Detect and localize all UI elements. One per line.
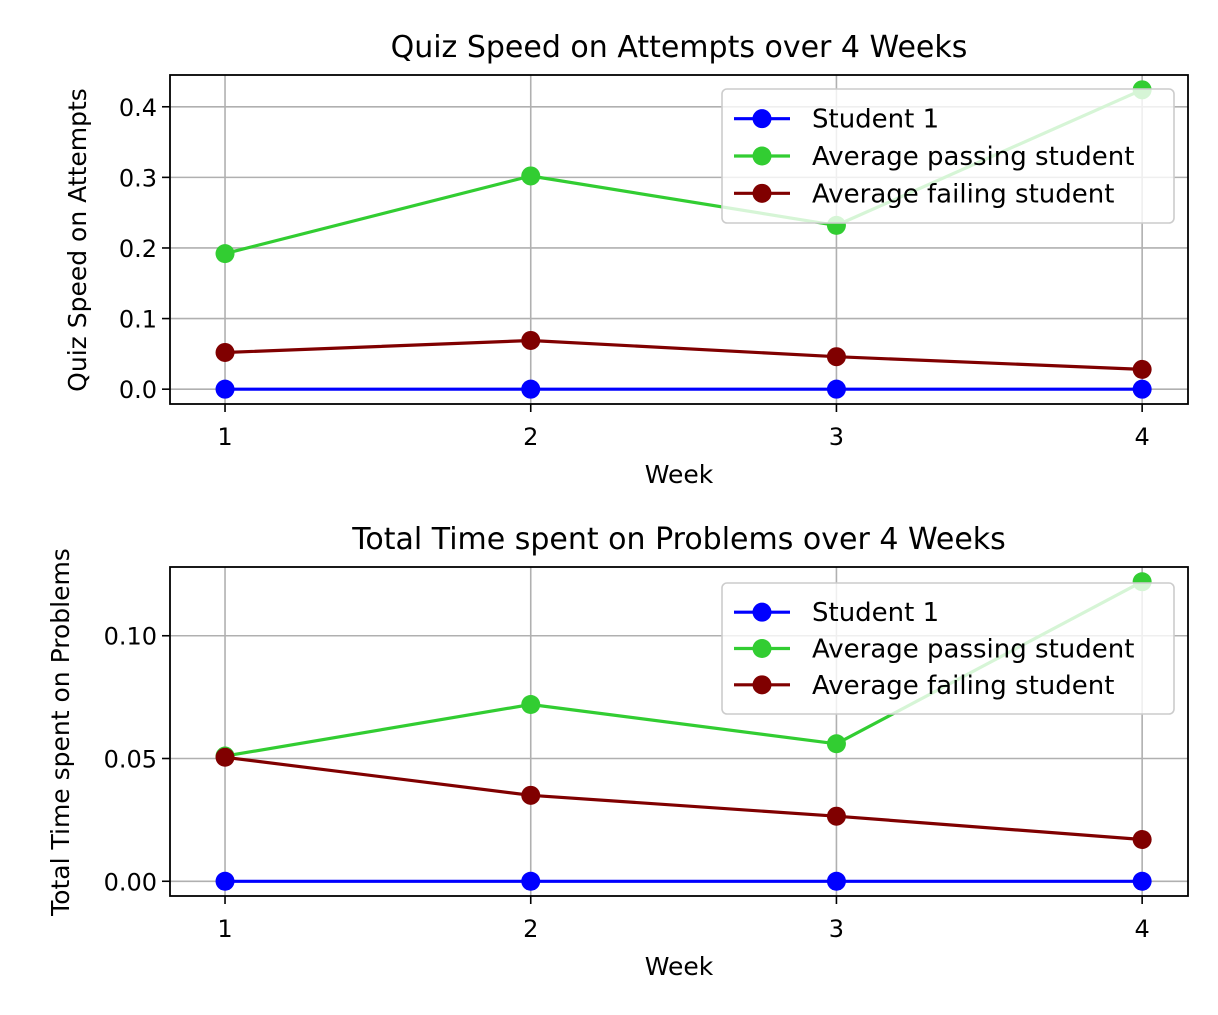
x-tick-label: 2: [523, 915, 538, 943]
x-tick-label: 2: [523, 423, 538, 451]
legend: Student 1 Average passing student Average …: [721, 582, 1175, 715]
legend-label: Student 1: [812, 598, 939, 628]
data-point: [521, 694, 541, 714]
legend-label: Average passing student: [812, 635, 1134, 665]
legend: Student 1 Average passing student Average …: [721, 88, 1175, 224]
y-tick-label: 0.10: [104, 623, 157, 651]
plot-frame: [169, 74, 1189, 405]
y-tick-label: 0.05: [104, 746, 157, 774]
legend-label: Student 1: [812, 105, 939, 135]
plot-frame: [169, 566, 1189, 897]
data-point: [521, 785, 541, 805]
legend-label: Average passing student: [812, 142, 1134, 172]
chart-2: 1 2 3 4 0.00 0.05 0.10 Student 1 Average passing…: [46, 522, 1189, 981]
data-point: [1132, 871, 1152, 891]
data-point: [215, 747, 235, 767]
y-tick-label: 0.2: [119, 235, 157, 263]
data-point: [521, 871, 541, 891]
data-point: [521, 166, 541, 186]
series-line: [224, 338, 1143, 371]
x-tick-label: 4: [1135, 423, 1150, 451]
y-tick-label: 0.0: [119, 376, 157, 404]
data-point: [826, 806, 846, 826]
data-point: [826, 347, 846, 367]
x-tick-label: 1: [217, 915, 232, 943]
legend-marker: [752, 602, 772, 622]
y-tick-label: 0.00: [104, 868, 157, 896]
x-axis-label: Week: [645, 952, 714, 981]
y-axis-label: Total Time spent on Problems: [46, 548, 75, 917]
legend-marker: [752, 109, 772, 129]
data-point: [826, 871, 846, 891]
y-tick-label: 0.1: [119, 306, 157, 334]
x-tick-label: 3: [829, 423, 844, 451]
legend-marker: [752, 639, 772, 658]
data-point: [521, 330, 541, 350]
y-tick-label: 0.3: [119, 164, 157, 192]
legend-marker: [752, 675, 772, 695]
x-tick-label: 3: [829, 915, 844, 943]
chart-title: Total Time spent on Problems over 4 Week…: [351, 522, 1006, 557]
chart-1: 1 2 3 4 0.0 0.1 0.2 0.3 0.4 Student 1 Average pass…: [63, 30, 1189, 489]
legend-marker: [752, 183, 772, 203]
legend-marker: [752, 146, 772, 166]
x-axis-label: Week: [645, 460, 714, 489]
data-point: [521, 379, 541, 399]
x-tick-label: 4: [1135, 915, 1150, 943]
series-line: [224, 755, 1143, 842]
data-point: [1132, 830, 1152, 850]
legend-label: Average failing student: [812, 179, 1114, 209]
legend-frame: [721, 582, 1175, 715]
legend-frame: [721, 88, 1175, 224]
data-point: [215, 871, 235, 891]
data-point: [215, 342, 235, 362]
data-point: [215, 244, 235, 264]
legend-label: Average failing student: [812, 671, 1114, 701]
data-point: [826, 379, 846, 399]
data-point: [826, 734, 846, 754]
data-point: [1132, 379, 1152, 399]
data-point: [1132, 359, 1152, 379]
y-axis-label: Quiz Speed on Attempts: [63, 88, 92, 392]
chart-title: Quiz Speed on Attempts over 4 Weeks: [391, 30, 968, 65]
y-tick-label: 0.4: [119, 94, 157, 122]
x-tick-label: 1: [217, 423, 232, 451]
data-point: [215, 379, 235, 399]
